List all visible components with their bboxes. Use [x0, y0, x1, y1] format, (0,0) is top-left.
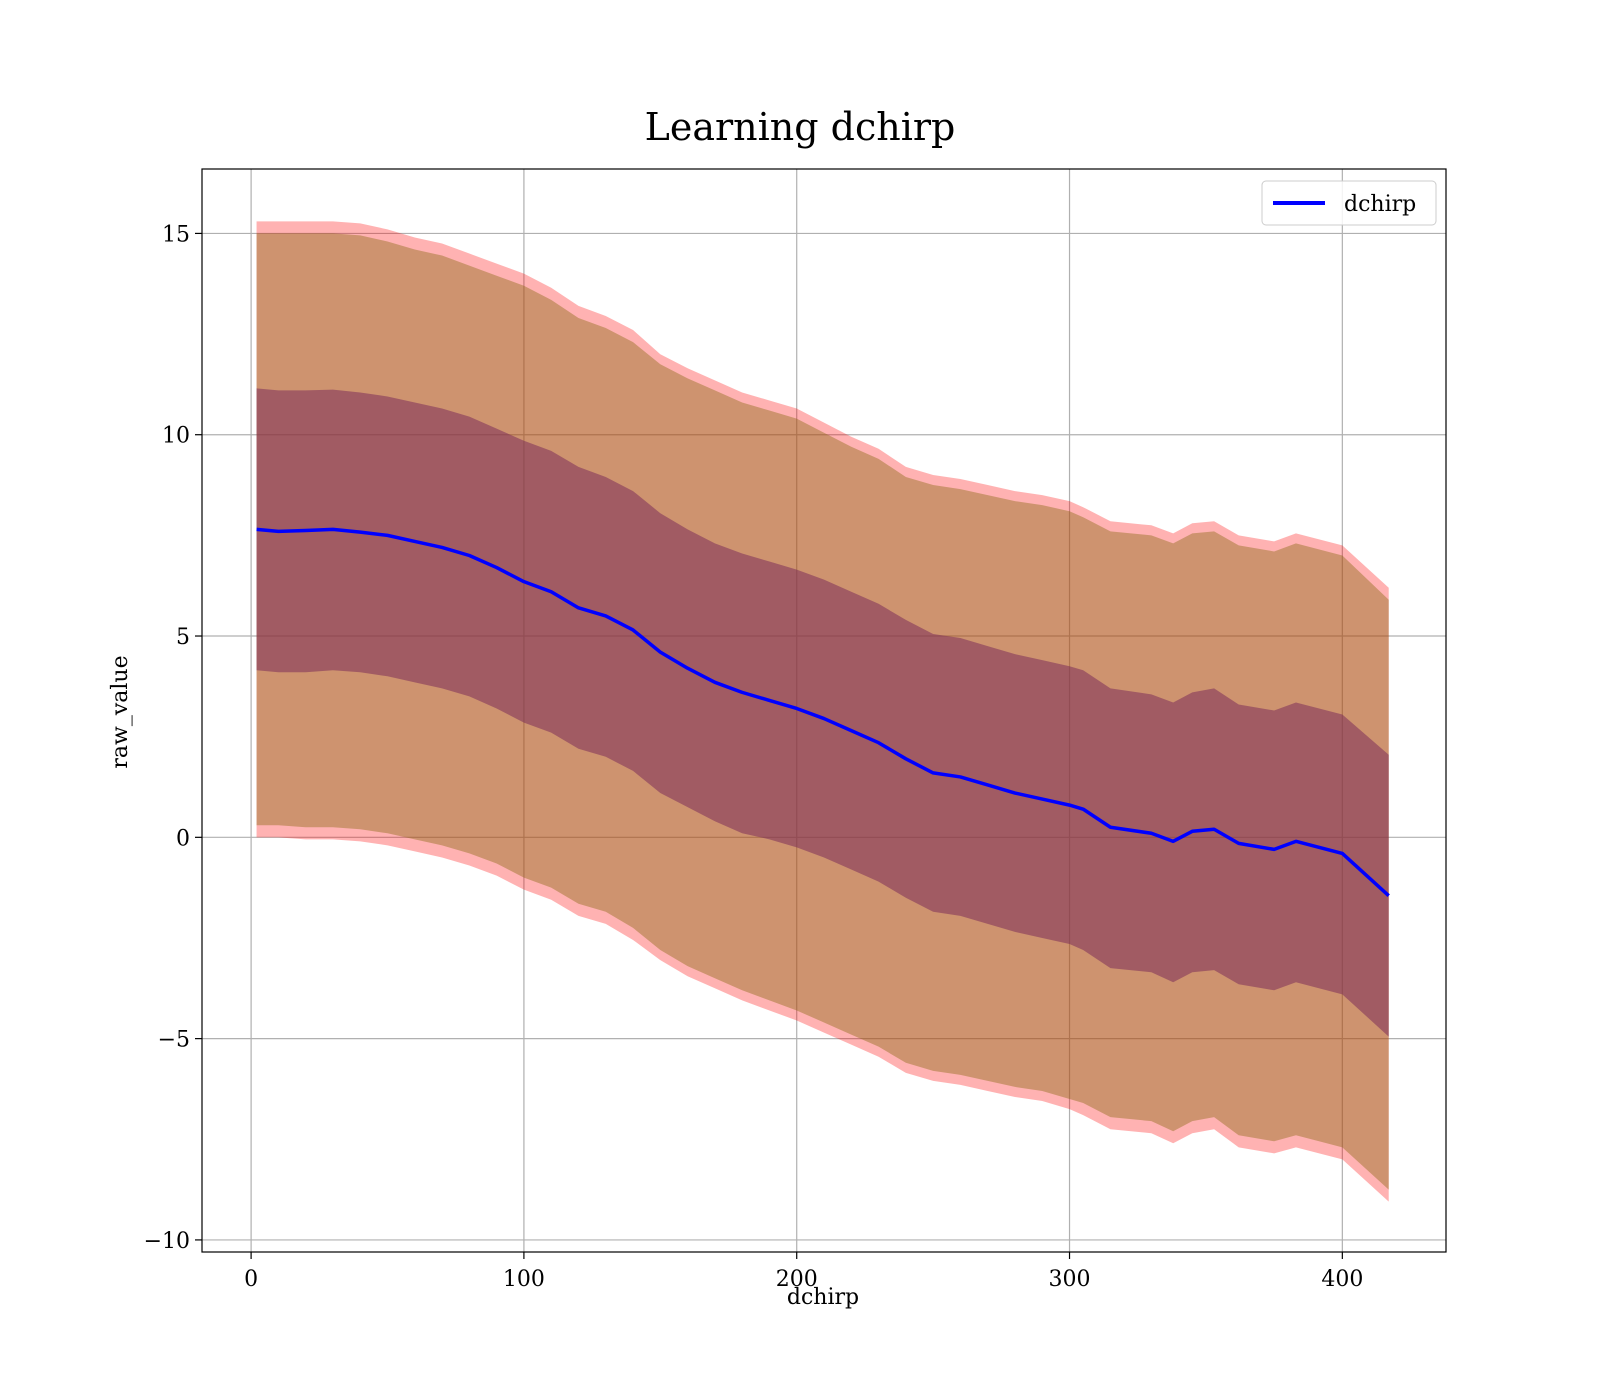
x-tick-label: 100: [503, 1267, 545, 1292]
x-tick-label: 300: [1049, 1267, 1091, 1292]
y-axis-label: raw_value: [108, 655, 133, 768]
series-lines: [256, 527, 1390, 897]
x-tick-label: 200: [776, 1267, 818, 1292]
legend-label-dchirp: dchirp: [1344, 192, 1416, 217]
x-axis-ticks: 0 100 200 300 400: [244, 1252, 1363, 1292]
series-line-dchirp: [256, 527, 1390, 897]
y-axis-ticks: −10 −5 0 5 10 15: [144, 222, 202, 1254]
y-tick-label: −5: [158, 1028, 190, 1053]
chart-title: Learning dchirp: [645, 105, 956, 149]
y-tick-label: 15: [162, 222, 190, 247]
legend-box: [1261, 180, 1437, 226]
y-tick-label: 5: [176, 625, 190, 650]
confidence-bands: [256, 221, 1389, 1202]
x-tick-label: 400: [1321, 1267, 1363, 1292]
x-axis-label: dchirp: [787, 1285, 859, 1310]
x-tick-label: 0: [244, 1267, 258, 1292]
y-tick-label: −10: [144, 1229, 190, 1254]
y-tick-label: 10: [162, 424, 190, 449]
band-inner: [256, 388, 1389, 1037]
legend: dchirp: [1261, 180, 1437, 226]
plot-frame: [201, 168, 1447, 1253]
y-tick-label: 0: [176, 826, 190, 851]
